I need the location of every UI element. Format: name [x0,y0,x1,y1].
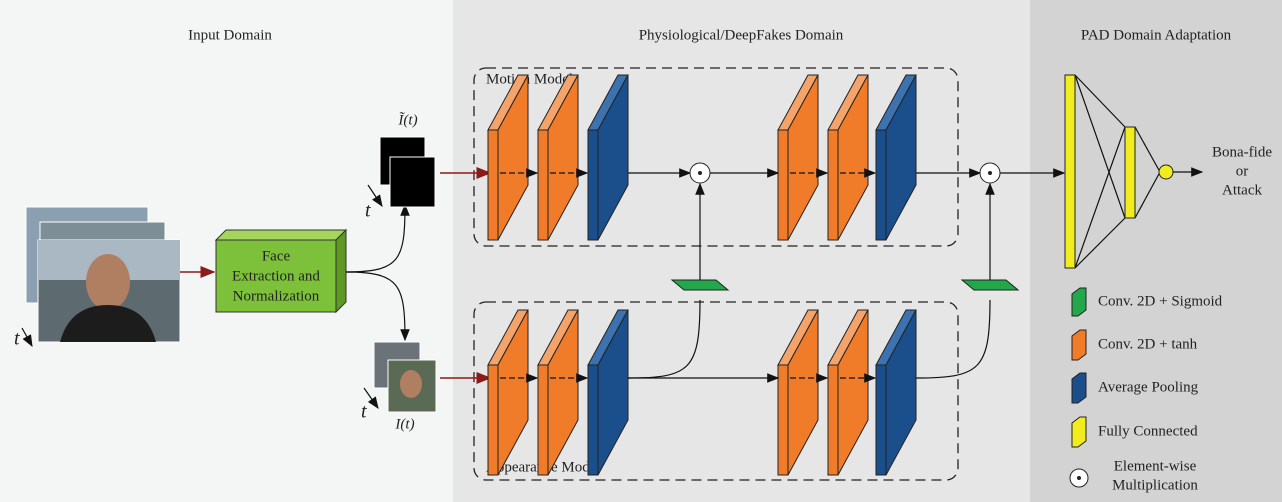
legend-icon [1072,330,1086,360]
box-label: Face [262,248,291,264]
motion-input-label: Ĩ(t) [397,111,417,128]
pooling-layer [588,365,598,475]
multiply-dot [698,171,702,175]
model-label: Motion Model [486,71,573,87]
output-label: Bona-fide [1212,144,1272,160]
conv-layer [488,130,498,240]
output-label: or [1236,163,1249,179]
legend-icon [1072,417,1086,447]
time-label: t [361,401,367,423]
diagram: Input Domain Physiological/DeepFakes Dom… [0,0,1282,502]
legend-label: Multiplication [1112,477,1198,493]
legend-icon [1072,373,1086,403]
box-label: Normalization [233,288,320,304]
conv-layer [778,365,788,475]
legend-label: Fully Connected [1098,423,1198,439]
conv-layer [538,365,548,475]
pooling-layer [876,130,886,240]
pooling-layer [588,130,598,240]
output-label: Attack [1222,182,1262,198]
time-label: t [14,328,20,350]
multiply-dot [988,171,992,175]
legend-label: Conv. 2D + tanh [1098,336,1198,352]
box-label: Extraction and [232,268,320,284]
appearance-input-label: I(t) [394,416,414,432]
conv-layer [778,130,788,240]
legend-icon [1077,476,1081,480]
conv-layer [488,365,498,475]
legend-label: Average Pooling [1098,379,1199,395]
motion-frame [390,157,435,207]
legend-label: Conv. 2D + Sigmoid [1098,293,1223,309]
domain-title: Input Domain [188,27,272,43]
pooling-layer [876,365,886,475]
time-label: t [365,200,371,222]
conv-layer [828,365,838,475]
domain-title: PAD Domain Adaptation [1081,27,1232,43]
domain-title: Physiological/DeepFakes Domain [639,27,844,43]
legend-label: Element-wise [1114,458,1197,474]
conv-layer [538,130,548,240]
conv-layer [828,130,838,240]
input-frames [26,207,180,342]
legend-icon [1072,288,1086,316]
